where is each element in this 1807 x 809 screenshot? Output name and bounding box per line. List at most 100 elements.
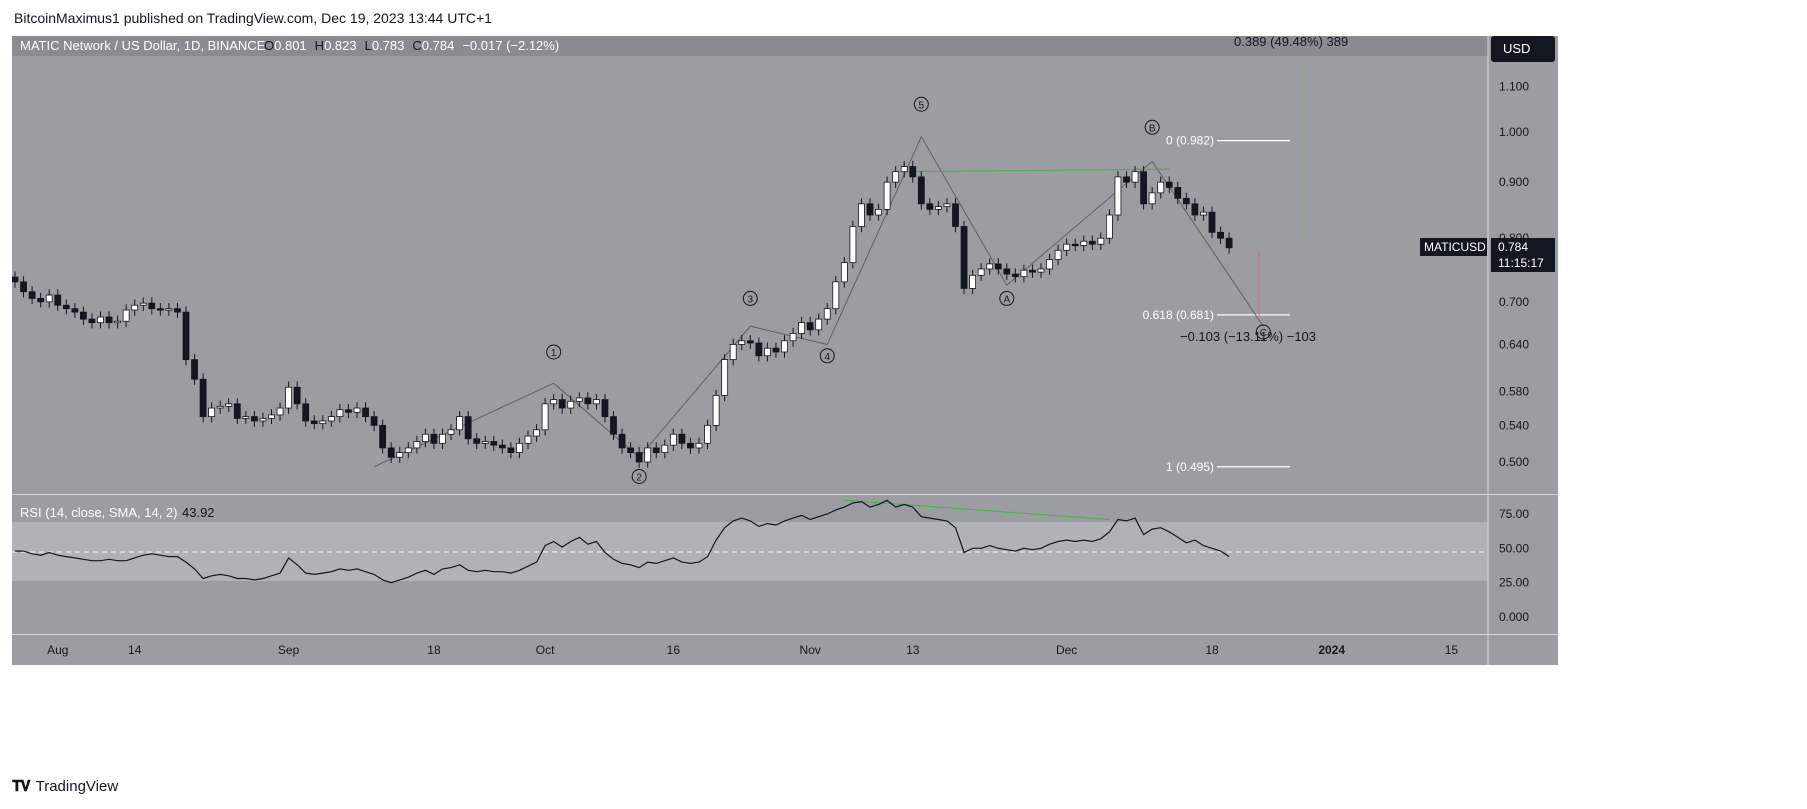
candle-body: [575, 397, 583, 402]
candle-body: [1148, 192, 1156, 205]
wave-label-circle: [1144, 119, 1160, 135]
candle-body: [105, 316, 113, 324]
ohlc-close-key: C: [412, 38, 421, 53]
candle-body: [909, 166, 917, 178]
candle-body: [1208, 211, 1216, 233]
candle-body: [225, 403, 233, 407]
candle-body: [182, 311, 190, 360]
candle-body: [524, 435, 532, 444]
candle-body: [1054, 249, 1062, 260]
candle-body: [858, 203, 865, 227]
candle-body: [781, 340, 788, 353]
candle-body: [1029, 269, 1036, 273]
chart-svg[interactable]: 1.1001.0000.9000.8000.7000.6400.5800.540…: [11, 34, 1796, 766]
candle-body: [729, 344, 737, 360]
candle-body: [789, 333, 797, 342]
fib-level-label: 1 (0.495): [1166, 460, 1214, 474]
wave-label-text: 2: [636, 473, 642, 484]
candle-body: [883, 181, 891, 210]
price-tick-label: 0.640: [1499, 337, 1529, 351]
wave-label-text: C: [1260, 328, 1267, 339]
candle-body: [336, 409, 344, 418]
candle-body: [926, 203, 934, 210]
candle-body: [1123, 176, 1130, 183]
candle-body: [139, 302, 147, 306]
candle-body: [498, 444, 506, 449]
candle-body: [1080, 240, 1088, 246]
candle-body: [1131, 171, 1139, 183]
candle-body: [661, 444, 669, 453]
candle-body: [191, 359, 198, 380]
candle-body: [242, 416, 250, 419]
price-axis-bg: [1488, 36, 1558, 665]
price-tick-label: 0.900: [1499, 175, 1529, 189]
price-axis-ticks: 1.1001.0000.9000.8000.7000.6400.5800.540…: [1499, 80, 1529, 469]
candle-body: [900, 166, 908, 173]
time-axis-bg: [12, 635, 1488, 665]
candle-body: [986, 263, 994, 270]
candle-body: [122, 309, 130, 322]
candle-body: [319, 420, 327, 424]
candle-body: [80, 311, 87, 320]
price-tick-label: 0.500: [1499, 455, 1529, 469]
wave-label-text: 4: [824, 352, 830, 363]
candle-body: [310, 420, 318, 424]
candle-body: [490, 441, 498, 446]
fib-level-label: 0.618 (0.681): [1143, 308, 1214, 322]
candle-body: [764, 347, 771, 357]
candle-body: [88, 318, 96, 324]
candle-body: [798, 322, 805, 334]
price-pane-bg: [12, 36, 1488, 494]
candle-body: [678, 433, 686, 444]
chart-frame[interactable]: 1.1001.0000.9000.8000.7000.6400.5800.540…: [11, 34, 1796, 766]
candle-body: [1063, 243, 1071, 251]
candle-body: [20, 281, 27, 293]
candle-body: [1200, 211, 1207, 216]
time-tick-label: 14: [128, 643, 142, 657]
candle-body: [627, 447, 634, 453]
candles: [11, 160, 1233, 468]
candle-body: [618, 433, 626, 449]
candle-body: [644, 447, 652, 463]
currency-button[interactable]: [1491, 36, 1555, 62]
wave-label-text: B: [1149, 123, 1156, 134]
candle-body: [601, 399, 609, 418]
candle-body: [439, 433, 446, 444]
candle-body: [712, 395, 720, 426]
rsi-line: [15, 499, 1230, 584]
candle-body: [473, 438, 481, 444]
ohlc-high: 0.823: [324, 38, 357, 53]
ohlc-high-key: H: [315, 38, 324, 53]
time-tick-label: 18: [427, 643, 441, 657]
time-tick-label: Aug: [47, 643, 68, 657]
time-tick-label: Sep: [278, 643, 300, 657]
candle-body: [704, 424, 711, 444]
candle-body: [1088, 240, 1096, 245]
candle-body: [370, 416, 378, 426]
price-tick-label: 0.700: [1499, 295, 1529, 309]
price-tag-value: 0.784: [1498, 240, 1528, 254]
candle-body: [387, 447, 395, 458]
publish-line: BitcoinMaximus1 published on TradingView…: [14, 10, 492, 26]
candle-body: [610, 416, 617, 435]
candle-body: [1114, 176, 1122, 216]
tradingview-logo[interactable]: 𝐓𝐕 TradingView: [12, 778, 118, 795]
rsi-tick-label: 25.00: [1499, 576, 1529, 590]
candle-body: [1003, 268, 1011, 275]
time-tick-label: Dec: [1056, 643, 1077, 657]
measure-bottom-label: −0.103 (−13.11%) −103: [1180, 329, 1316, 344]
candle-body: [268, 414, 275, 419]
ohlc-values: O0.801 H0.823 L0.783 C0.784 −0.017 (−2.12%): [264, 38, 559, 53]
ohlc-open-key: O: [264, 38, 274, 53]
time-tick-label: Oct: [536, 643, 555, 657]
candle-body: [285, 386, 293, 409]
candle-body: [516, 442, 523, 453]
candle-body: [772, 347, 780, 353]
candle-body: [250, 416, 258, 422]
price-tag-countdown: 11:15:17: [1498, 256, 1544, 270]
candle-body: [259, 417, 267, 422]
currency-label[interactable]: USD: [1503, 41, 1530, 56]
ohlc-close: 0.784: [422, 38, 455, 53]
candle-body: [823, 308, 831, 320]
candle-body: [1174, 187, 1182, 199]
